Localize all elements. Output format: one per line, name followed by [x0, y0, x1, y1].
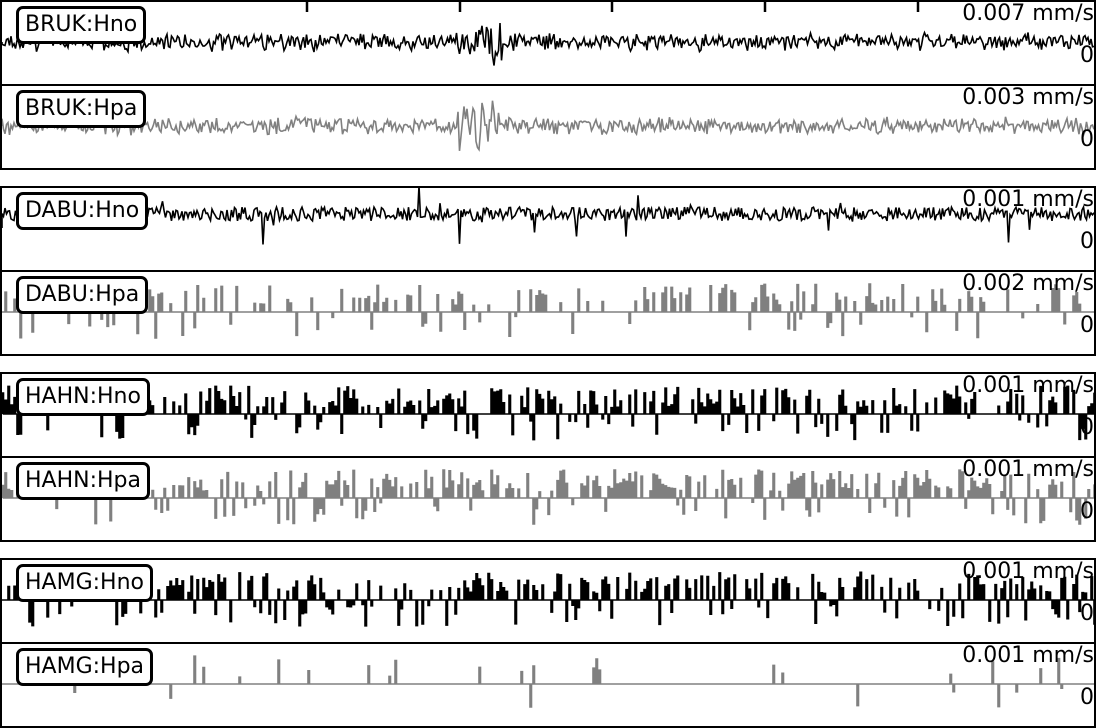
amplitude-scale-label: 0.001 mm/s [962, 457, 1094, 482]
zero-label: 0 [1080, 415, 1094, 440]
zero-label: 0 [1080, 685, 1094, 710]
amplitude-scale-label: 0.001 mm/s [962, 187, 1094, 212]
station-label: BRUK:Hpa [16, 90, 147, 128]
amplitude-scale-label: 0.003 mm/s [962, 85, 1094, 110]
waveform-trace [2, 571, 1094, 627]
waveform-plot [2, 188, 1094, 245]
zero-label: 0 [1080, 601, 1094, 626]
zero-label: 0 [1080, 229, 1094, 254]
waveform-plot [2, 571, 1094, 627]
waveform-plot [2, 385, 1094, 441]
waveform-trace [2, 22, 1094, 66]
waveform-plot [2, 2, 1094, 66]
waveform-plot [2, 655, 1094, 708]
zero-label: 0 [1080, 499, 1094, 524]
zero-label: 0 [1080, 127, 1094, 152]
trace-panel-hamg-hpa: HAMG:Hpa 0.001 mm/s 0 [0, 642, 1096, 728]
zero-label: 0 [1080, 43, 1094, 68]
station-label: DABU:Hno [16, 192, 149, 230]
station-label: BRUK:Hno [16, 6, 147, 44]
waveform-trace [2, 100, 1094, 152]
trace-panel-bruk-hno: BRUK:Hno 0.007 mm/s 0 [0, 0, 1096, 86]
station-label: HAMG:Hno [16, 564, 153, 602]
amplitude-scale-label: 0.001 mm/s [962, 643, 1094, 668]
trace-panel-bruk-hpa: BRUK:Hpa 0.003 mm/s 0 [0, 84, 1096, 170]
trace-panel-dabu-hno: DABU:Hno 0.001 mm/s 0 [0, 186, 1096, 272]
waveform-plot [2, 283, 1094, 339]
station-label: DABU:Hpa [16, 276, 149, 314]
trace-panel-hahn-hno: HAHN:Hno 0.001 mm/s 0 [0, 372, 1096, 458]
waveform-trace [2, 283, 1094, 339]
waveform-plot [2, 469, 1094, 525]
waveform-trace [2, 655, 1094, 708]
waveform-trace [2, 469, 1094, 525]
station-label: HAHN:Hpa [16, 462, 150, 500]
station-label: HAMG:Hpa [16, 648, 154, 686]
zero-label: 0 [1080, 313, 1094, 338]
amplitude-scale-label: 0.001 mm/s [962, 373, 1094, 398]
amplitude-scale-label: 0.007 mm/s [962, 1, 1094, 26]
trace-panel-hamg-hno: HAMG:Hno 0.001 mm/s 0 [0, 558, 1096, 644]
waveform-trace [2, 385, 1094, 441]
amplitude-scale-label: 0.002 mm/s [962, 271, 1094, 296]
waveform-trace [2, 188, 1094, 245]
trace-panel-dabu-hpa: DABU:Hpa 0.002 mm/s 0 [0, 270, 1096, 356]
trace-panel-hahn-hpa: HAHN:Hpa 0.001 mm/s 0 [0, 456, 1096, 542]
station-label: HAHN:Hno [16, 378, 150, 416]
amplitude-scale-label: 0.001 mm/s [962, 559, 1094, 584]
waveform-plot [2, 100, 1094, 152]
